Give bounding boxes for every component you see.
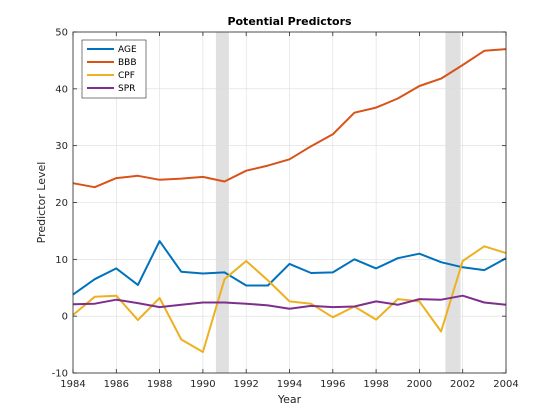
y-tick-label: 40 [55,84,68,95]
y-tick-label: 10 [55,255,68,266]
legend: AGE BBB CPF SPR [81,39,147,99]
y-tick-label: -10 [52,369,68,380]
series-line-spr [72,294,507,310]
axis-ticks: 1984 1986 1988 1990 1992 1994 1996 1998 2000 2002… [52,28,519,391]
series-line-cpf [72,245,507,353]
series-line-bbb [72,48,507,189]
x-tick-label: 2002 [450,379,475,390]
x-tick-label: 1986 [104,379,129,390]
x-tick-label: 1988 [147,379,172,390]
series-line-age [72,240,507,296]
legend-label-bbb: BBB [118,58,137,68]
legend-label-spr: SPR [118,84,135,94]
y-tick-label: 20 [55,198,68,209]
x-tick-label: 1984 [60,379,85,390]
y-tick-label: 50 [55,28,68,39]
x-tick-label: 2000 [407,379,432,390]
x-tick-label: 1998 [363,379,388,390]
legend-label-age: AGE [118,45,137,55]
x-tick-label: 2004 [493,379,518,390]
series-lines [72,48,507,353]
x-tick-label: 1990 [190,379,215,390]
y-axis-label: Predictor Level [35,162,48,244]
y-tick-label: 30 [55,141,68,152]
x-tick-label: 1994 [277,379,302,390]
y-tick-label: 0 [62,312,68,323]
legend-label-cpf: CPF [118,71,135,81]
x-axis-label: Year [277,393,302,406]
x-tick-label: 1992 [233,379,258,390]
x-tick-label: 1996 [320,379,345,390]
chart-title: Potential Predictors [227,15,352,28]
